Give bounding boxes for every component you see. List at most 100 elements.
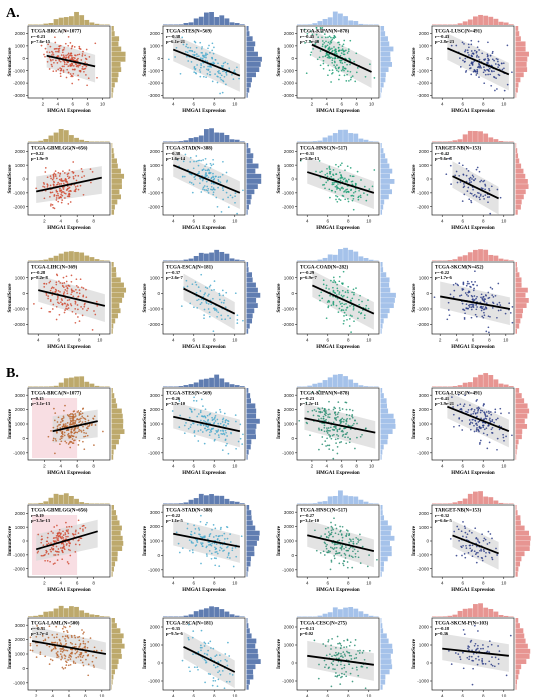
data-point: [234, 192, 237, 194]
data-point: [475, 552, 478, 554]
data-point: [333, 557, 336, 560]
data-point: [344, 190, 346, 192]
panel-stat: r=-0.43: [435, 34, 450, 39]
data-point: [350, 540, 352, 543]
data-point: [333, 428, 335, 431]
x-tick-label: 4: [441, 581, 444, 586]
data-point: [459, 656, 461, 658]
histogram-bar-x: [239, 24, 245, 25]
histogram-bar-y: [111, 323, 114, 329]
data-point: [485, 411, 488, 413]
data-point: [65, 54, 67, 57]
data-point: [210, 557, 213, 560]
data-point: [64, 533, 67, 536]
data-point: [337, 183, 339, 185]
y-tick-label: 3000: [284, 510, 295, 515]
data-point: [449, 164, 452, 167]
data-point: [352, 288, 355, 291]
data-point: [315, 410, 318, 413]
data-point: [480, 548, 482, 551]
data-point: [466, 49, 469, 52]
data-point: [79, 651, 82, 654]
data-point: [205, 76, 207, 79]
histogram-bar-y: [111, 199, 118, 205]
data-point: [488, 419, 491, 421]
histogram-bar-y: [246, 199, 251, 205]
data-point: [367, 307, 370, 310]
data-point: [57, 50, 59, 53]
data-point: [61, 550, 64, 553]
data-point: [475, 315, 478, 318]
data-point: [496, 188, 499, 191]
data-point: [352, 305, 355, 308]
histogram-bar-y: [380, 323, 383, 329]
data-point: [60, 179, 62, 182]
histogram-bar-x: [209, 377, 214, 387]
data-point: [491, 426, 494, 429]
data-point: [202, 424, 205, 427]
data-point: [358, 189, 360, 192]
data-point: [334, 292, 337, 294]
data-point: [225, 191, 228, 194]
data-point: [200, 649, 202, 652]
data-point: [74, 415, 77, 417]
histogram-bar-x: [317, 21, 323, 25]
data-point: [211, 49, 214, 52]
data-point: [66, 175, 69, 178]
data-point: [73, 419, 75, 422]
data-point: [207, 420, 209, 422]
x-tick-label: 8: [347, 338, 350, 343]
data-point: [229, 557, 231, 559]
data-point: [54, 41, 57, 44]
data-point: [476, 306, 478, 308]
histogram-bar-x: [53, 132, 59, 142]
histogram-bar-x: [63, 17, 69, 25]
data-point: [330, 521, 332, 524]
data-point: [197, 650, 200, 653]
data-point: [89, 637, 92, 639]
data-point: [66, 287, 69, 290]
x-tick-label: 8: [213, 102, 216, 107]
data-point: [76, 650, 79, 652]
histogram-bar-y: [111, 393, 115, 398]
data-point: [353, 60, 356, 63]
histogram-bar-x: [483, 249, 489, 261]
data-point: [79, 278, 82, 281]
data-point: [482, 644, 484, 646]
data-point: [203, 308, 206, 311]
histogram-bar-x: [79, 15, 85, 25]
y-tick-label: 2000: [150, 625, 161, 630]
histogram-bar-x: [43, 259, 49, 261]
data-point: [71, 310, 74, 313]
histogram-bar-y: [515, 62, 527, 67]
data-point: [72, 410, 75, 413]
data-point: [57, 532, 60, 535]
histogram-bar-x: [94, 259, 100, 261]
data-point: [215, 310, 218, 312]
data-point: [327, 36, 329, 39]
data-point: [333, 34, 336, 37]
data-point: [64, 30, 67, 32]
data-point: [476, 424, 478, 426]
data-point: [50, 550, 52, 553]
data-point: [482, 539, 485, 542]
data-point: [331, 49, 334, 52]
data-point: [85, 48, 88, 51]
data-point: [57, 47, 60, 50]
histogram-bar-x: [204, 129, 209, 142]
data-point: [343, 311, 346, 314]
data-point: [216, 431, 218, 433]
data-point: [65, 63, 68, 66]
histogram-bar-y: [380, 179, 395, 184]
data-point: [87, 77, 90, 80]
data-point: [511, 71, 513, 74]
data-point: [61, 190, 64, 193]
y-tick-label: 0: [426, 56, 429, 61]
y-tick-label: -2000: [13, 566, 25, 571]
data-point: [335, 442, 337, 444]
y-tick-label: -2000: [417, 204, 429, 209]
data-point: [335, 646, 337, 649]
data-point: [193, 396, 195, 399]
data-point: [201, 656, 204, 659]
data-point: [492, 302, 495, 305]
